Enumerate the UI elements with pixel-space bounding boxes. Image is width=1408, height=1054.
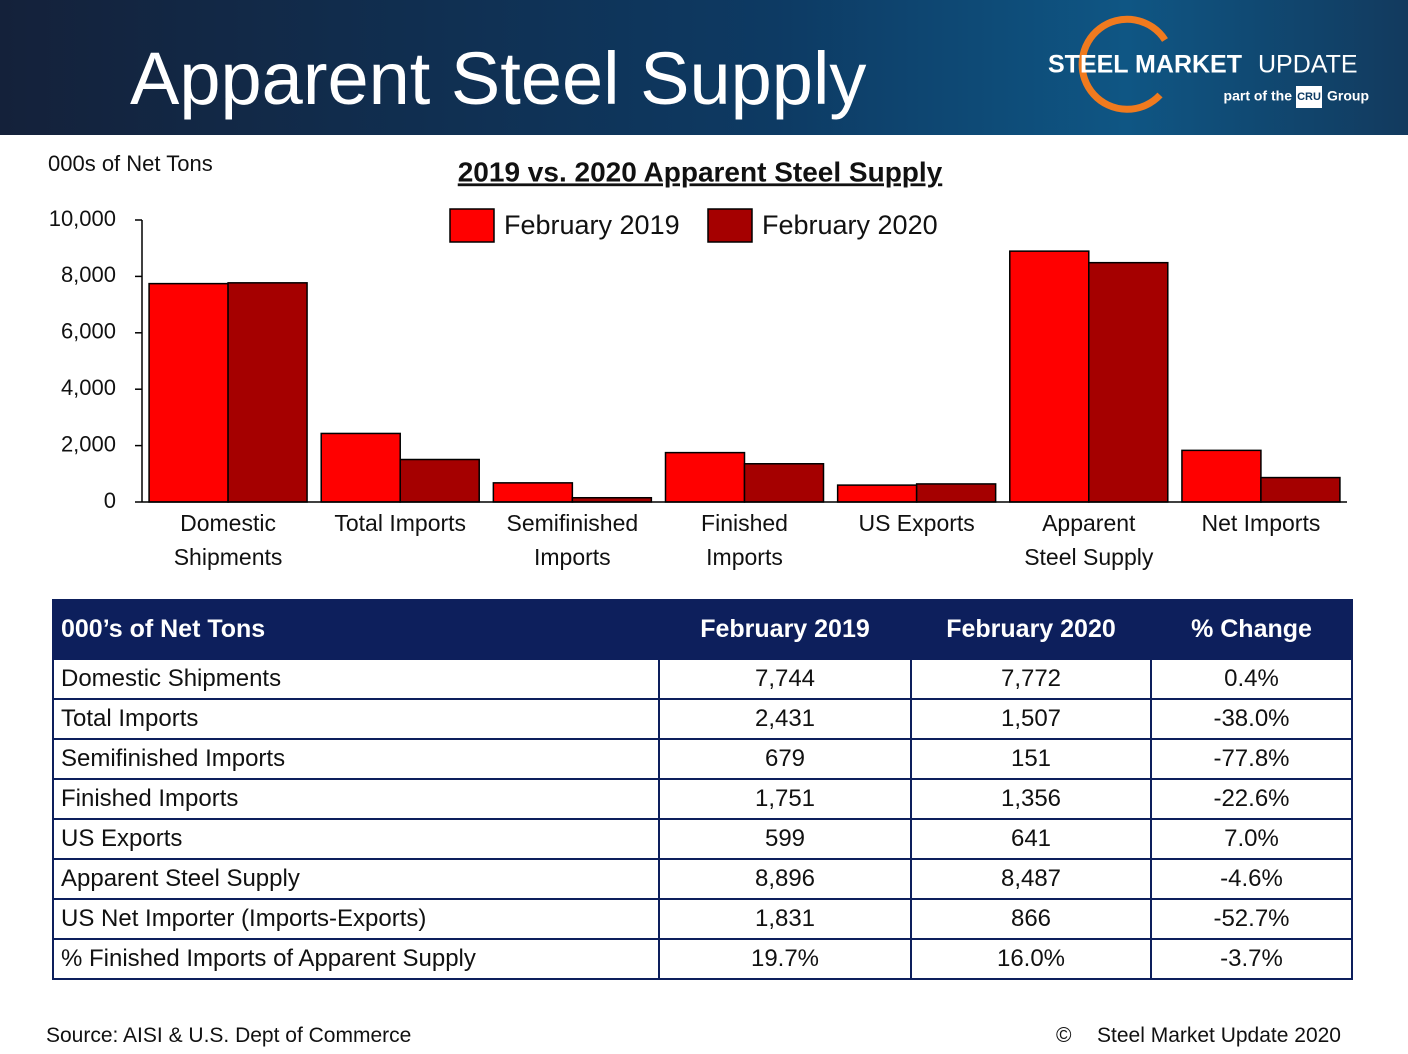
- table-row: Semifinished Imports 679 151 -77.8%: [52, 738, 1353, 780]
- copyright: Steel Market Update 2020: [1097, 1024, 1341, 1047]
- y-tick-label: 10,000: [49, 206, 116, 231]
- legend-label: February 2019: [504, 210, 680, 240]
- header-cell: 000’s of Net Tons: [52, 599, 660, 660]
- copyright-symbol: ©: [1056, 1024, 1072, 1047]
- bar: [320, 432, 401, 503]
- table-row: % Finished Imports of Apparent Supply 19.…: [52, 938, 1353, 980]
- table-cell: 8,896: [658, 858, 912, 900]
- table-row: US Exports 599 641 7.0%: [52, 818, 1353, 860]
- y-tick-label: 6,000: [61, 319, 116, 344]
- x-tick-label: Net Imports: [1201, 510, 1321, 536]
- table-row: Finished Imports 1,751 1,356 -22.6%: [52, 778, 1353, 820]
- table-row: Apparent Steel Supply 8,896 8,487 -4.6%: [52, 858, 1353, 900]
- bar: [492, 482, 574, 503]
- source: Source: AISI & U.S. Dept of Commerce: [46, 1024, 412, 1047]
- table-cell: 1,356: [910, 778, 1152, 820]
- bar: [1009, 250, 1090, 503]
- table-cell: 7,772: [910, 658, 1152, 700]
- bar: [227, 282, 308, 503]
- logo-sub: part of the: [1224, 88, 1293, 104]
- header-cell: February 2019: [658, 599, 912, 660]
- bar: [399, 458, 480, 503]
- table-cell: -38.0%: [1150, 698, 1353, 740]
- x-tick-label: Semifinished Imports: [506, 510, 639, 570]
- table-cell: 151: [910, 738, 1152, 780]
- table-cell: 1,507: [910, 698, 1152, 740]
- bar: [1181, 449, 1262, 503]
- y-axis-label: 000s of Net Tons: [48, 151, 213, 176]
- bar: [1088, 261, 1169, 503]
- table-cell: -3.7%: [1150, 938, 1353, 980]
- table-cell: -4.6%: [1150, 858, 1353, 900]
- bar: [148, 282, 229, 503]
- chart: STEEL MARKET UPDATE part of the CRU Grou…: [48, 15, 1369, 513]
- data-table: 000’s of Net Tons February 2019 February 2…: [52, 599, 1353, 980]
- table-cell: Apparent Steel Supply: [52, 858, 660, 900]
- logo-light: UPDATE: [1258, 51, 1358, 79]
- table-cell: 1,751: [658, 778, 912, 820]
- table-cell: Finished Imports: [52, 778, 660, 820]
- table-row: US Net Importer (Imports-Exports) 1,831 86…: [52, 898, 1353, 940]
- y-tick-label: 4,000: [61, 375, 116, 400]
- table-cell: 866: [910, 898, 1152, 940]
- legend-swatch: [449, 208, 495, 243]
- table-cell: 0.4%: [1150, 658, 1353, 700]
- y-tick-label: 8,000: [61, 262, 116, 287]
- bar: [743, 463, 825, 503]
- logo-group: Group: [1327, 88, 1369, 104]
- table-row: Total Imports 2,431 1,507 -38.0%: [52, 698, 1353, 740]
- logo-bold: STEEL MARKET: [1048, 51, 1242, 79]
- bar: [1260, 476, 1341, 503]
- legend-swatch: [707, 208, 753, 243]
- bar: [915, 483, 997, 503]
- table-cell: -22.6%: [1150, 778, 1353, 820]
- slide-title: Apparent Steel Supply: [130, 37, 867, 120]
- bar: [664, 451, 746, 503]
- table-cell: 641: [910, 818, 1152, 860]
- table-cell: -52.7%: [1150, 898, 1353, 940]
- table-cell: 679: [658, 738, 912, 780]
- table-cell: 1,831: [658, 898, 912, 940]
- bar: [836, 484, 918, 503]
- legend-label: February 2020: [762, 210, 938, 240]
- table-cell: -77.8%: [1150, 738, 1353, 780]
- header-bar: Apparent Steel Supply: [0, 0, 1408, 135]
- table-cell: 2,431: [658, 698, 912, 740]
- header-cell: February 2020: [910, 599, 1152, 660]
- table-cell: Total Imports: [52, 698, 660, 740]
- table-cell: 7,744: [658, 658, 912, 700]
- table-cell: US Exports: [52, 818, 660, 860]
- logo-arc: [1078, 15, 1168, 113]
- table-row: Domestic Shipments 7,744 7,772 0.4%: [52, 658, 1353, 700]
- table-cell: Semifinished Imports: [52, 738, 660, 780]
- x-tick-label: Finished Imports: [701, 510, 788, 570]
- table-cell: 8,487: [910, 858, 1152, 900]
- table-header-row: 000’s of Net Tons February 2019 February 2…: [52, 599, 1353, 660]
- logo-cru: CRU: [1297, 91, 1321, 103]
- table-cell: 599: [658, 818, 912, 860]
- table-cell: % Finished Imports of Apparent Supply: [52, 938, 660, 980]
- chart-title: 2019 vs. 2020 Apparent Steel Supply: [458, 156, 943, 187]
- y-tick-label: 2,000: [61, 431, 116, 456]
- table-cell: 16.0%: [910, 938, 1152, 980]
- logo-box: [1296, 86, 1322, 108]
- x-tick-label: Total Imports: [334, 510, 467, 536]
- header-cell: % Change: [1150, 599, 1353, 660]
- table-cell: 19.7%: [658, 938, 912, 980]
- table-cell: 7.0%: [1150, 818, 1353, 860]
- table-cell: US Net Importer (Imports-Exports): [52, 898, 660, 940]
- x-tick-label: Domestic Shipments: [173, 510, 283, 570]
- x-tick-label: US Exports: [858, 510, 975, 536]
- table-cell: Domestic Shipments: [52, 658, 660, 700]
- y-tick-label: 0: [104, 488, 116, 513]
- x-tick-label: Apparent Steel Supply: [1024, 510, 1154, 570]
